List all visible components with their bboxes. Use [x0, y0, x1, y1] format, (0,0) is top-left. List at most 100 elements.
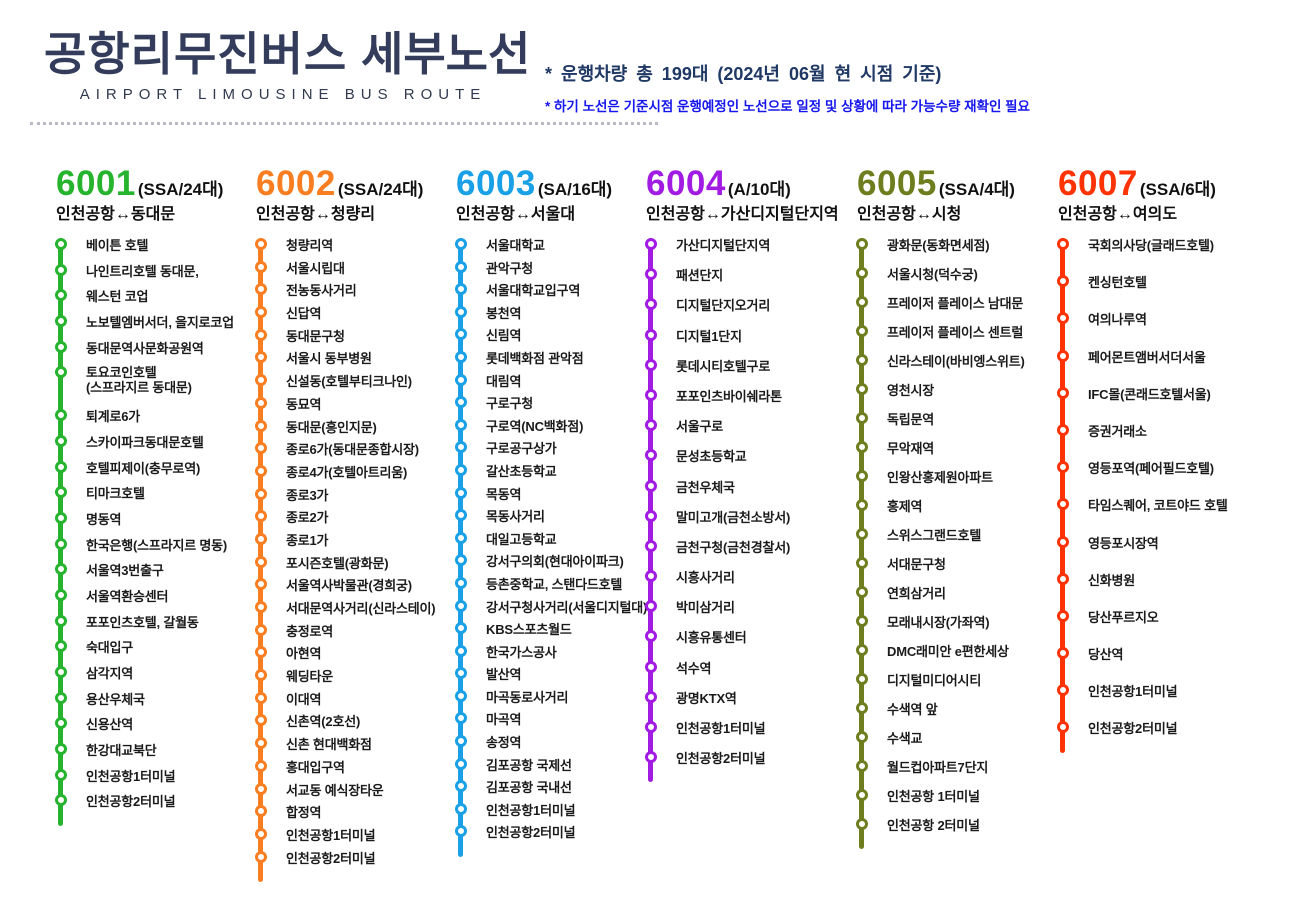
stop-label: 광명KTX역	[676, 690, 737, 706]
stop-marker-icon	[1057, 609, 1069, 622]
stop-label: 서울역환승센터	[86, 588, 169, 604]
stop-row: 종로4가(호텔아트리움)	[255, 464, 407, 487]
stop-marker-icon	[455, 283, 467, 296]
stop-label: 인천공항 2터미널	[887, 818, 980, 833]
fleet-total-note: * 운행차량 총 199대 (2024년 06월 현 시점 기준)	[545, 64, 942, 84]
stop-label: 동대문(흥인지문)	[286, 419, 377, 435]
stop-marker-icon	[255, 555, 267, 568]
stop-row: 신촌 현대백화점	[255, 736, 372, 759]
stop-label: 프레이저 플레이스 남대문	[887, 296, 1024, 311]
route-column-6004: 6004 (A/10대) 인천공항↔가산디지털단지역 가산디지털단지역 패션단지 디지털단…	[645, 165, 856, 783]
stop-row: 석수역	[645, 660, 711, 690]
stop-marker-icon	[1057, 238, 1069, 250]
stop-row: 신림역	[455, 327, 521, 350]
stop-marker-icon	[645, 388, 657, 401]
stop-row: 신용산역	[55, 716, 133, 742]
stop-label: 인천공항2터미널	[286, 850, 376, 866]
stop-label: 인천공항2터미널	[1088, 721, 1178, 737]
stop-marker-icon	[455, 509, 467, 522]
route-timeline: 서울대학교 관악구청 서울대학교입구역 봉천역 신림역 롯데백화점 관악점 대림역 구로구청 구…	[455, 237, 666, 857]
stop-marker-icon	[255, 805, 267, 818]
stop-row: 인천공항2터미널	[455, 824, 576, 847]
stop-marker-icon	[645, 721, 657, 733]
stop-row: 포포인츠바이쉐라톤	[645, 388, 782, 418]
stop-row: 시흥사거리	[645, 569, 735, 599]
stop-marker-icon	[455, 328, 467, 341]
stop-marker-icon	[856, 325, 868, 337]
route-timeline: 베이튼 호텔 나인트리호텔 동대문, 웨스턴 코업 노보텔엠버서더, 을지로코업 동대문…	[55, 237, 266, 826]
stop-row: 관악구청	[455, 260, 533, 283]
stop-label: 퇴계로6가	[86, 409, 141, 425]
stop-marker-icon	[1057, 721, 1069, 734]
stop-label: 목동역	[486, 486, 522, 502]
stop-label: 충정로역	[286, 623, 334, 639]
stop-marker-icon	[645, 238, 657, 250]
route-header: 6004 (A/10대)	[646, 165, 856, 203]
route-number: 6003	[456, 164, 536, 203]
stop-label: 금천우체국	[676, 479, 735, 495]
route-column-6005: 6005 (SSA/4대) 인천공항↔시청 광화문(동화면세점) 서울시청(덕수궁) 프레…	[856, 165, 1067, 849]
route-endpoints: 인천공항↔가산디지털단지역	[646, 206, 839, 223]
stop-row: 인천공항1터미널	[1057, 683, 1178, 720]
stop-row: 모래내시장(가좌역)	[856, 614, 990, 643]
stop-row: 서대문구청	[856, 556, 946, 585]
stop-row: 베이튼 호텔	[55, 237, 148, 263]
stop-marker-icon	[1057, 423, 1069, 436]
stop-marker-icon	[55, 768, 67, 781]
stop-label: 인왕산홍제원아파트	[887, 470, 993, 485]
stop-marker-icon	[255, 737, 267, 750]
stop-row: 나인트리호텔 동대문,	[55, 263, 199, 289]
stop-row: 동대문구청	[255, 328, 345, 351]
title-main: 공항리무진버스	[44, 28, 348, 80]
stop-label: 당산역	[1088, 647, 1124, 663]
stop-row: 스카이파크동대문호텔	[55, 434, 204, 460]
stop-label: 마곡동로사거리	[486, 689, 569, 705]
stop-marker-icon	[55, 717, 67, 730]
stop-marker-icon	[1057, 349, 1069, 362]
route-line	[859, 238, 864, 849]
stop-label: 금천구청(금천경찰서)	[676, 539, 791, 555]
stop-label: 서울역사박물관(경희궁)	[286, 578, 412, 594]
stop-marker-icon	[645, 630, 657, 643]
stop-marker-icon	[255, 532, 267, 545]
stop-row: 토요코인호텔 (스프라지르 동대문)	[55, 365, 192, 408]
stop-label: 서울시 동부병원	[286, 351, 372, 367]
stop-marker-icon	[645, 600, 657, 613]
stop-row: 금천우체국	[645, 479, 735, 509]
stop-row: 가산디지털단지역	[645, 237, 770, 267]
stop-label: 인천공항1터미널	[1088, 684, 1178, 700]
stop-row: 삼각지역	[55, 665, 133, 691]
stop-row: 영등포역(페어필드호텔)	[1057, 460, 1214, 497]
stop-marker-icon	[856, 789, 868, 801]
stop-marker-icon	[455, 260, 467, 273]
stop-label: 프레이저 플레이스 센트럴	[887, 325, 1024, 340]
stop-marker-icon	[455, 531, 467, 544]
stop-marker-icon	[455, 238, 467, 250]
route-header: 6002 (SSA/24대)	[256, 165, 466, 203]
route-fleet: (SSA/4대)	[938, 180, 1015, 199]
stop-marker-icon	[1057, 647, 1069, 660]
stop-row: 호텔피제이(충무로역)	[55, 460, 200, 486]
stop-label: 강서구의회(현대아이파크)	[486, 554, 624, 570]
route-fleet: (SA/16대)	[537, 180, 613, 199]
stop-marker-icon	[455, 350, 467, 363]
stop-label: 인천공항2터미널	[486, 825, 576, 841]
stop-label: 영등포시장역	[1088, 535, 1159, 551]
stop-marker-icon	[1057, 535, 1069, 548]
stop-marker-icon	[55, 409, 67, 422]
stop-label: 여의나루역	[1088, 312, 1147, 328]
stop-marker-icon	[255, 374, 267, 387]
page-title: 공항리무진버스 세부노선 AIRPORT LIMOUSINE BUS ROUTE	[44, 28, 530, 103]
stop-label: 동묘역	[286, 396, 322, 412]
stop-row: 연희삼거리	[856, 585, 946, 614]
stop-label: 포포인츠호텔, 갈월동	[86, 614, 199, 630]
stop-label: 증권거래소	[1088, 423, 1147, 439]
stop-label: 동대문구청	[286, 328, 345, 344]
stop-marker-icon	[255, 850, 267, 863]
route-number: 6004	[646, 164, 726, 203]
stop-marker-icon	[1057, 684, 1069, 697]
stop-marker-icon	[455, 735, 467, 748]
stop-row: 강서구청사거리(서울디지털대)	[455, 599, 647, 622]
stop-row: 프레이저 플레이스 남대문	[856, 295, 1024, 324]
stop-label: 웨스턴 코업	[86, 289, 149, 305]
